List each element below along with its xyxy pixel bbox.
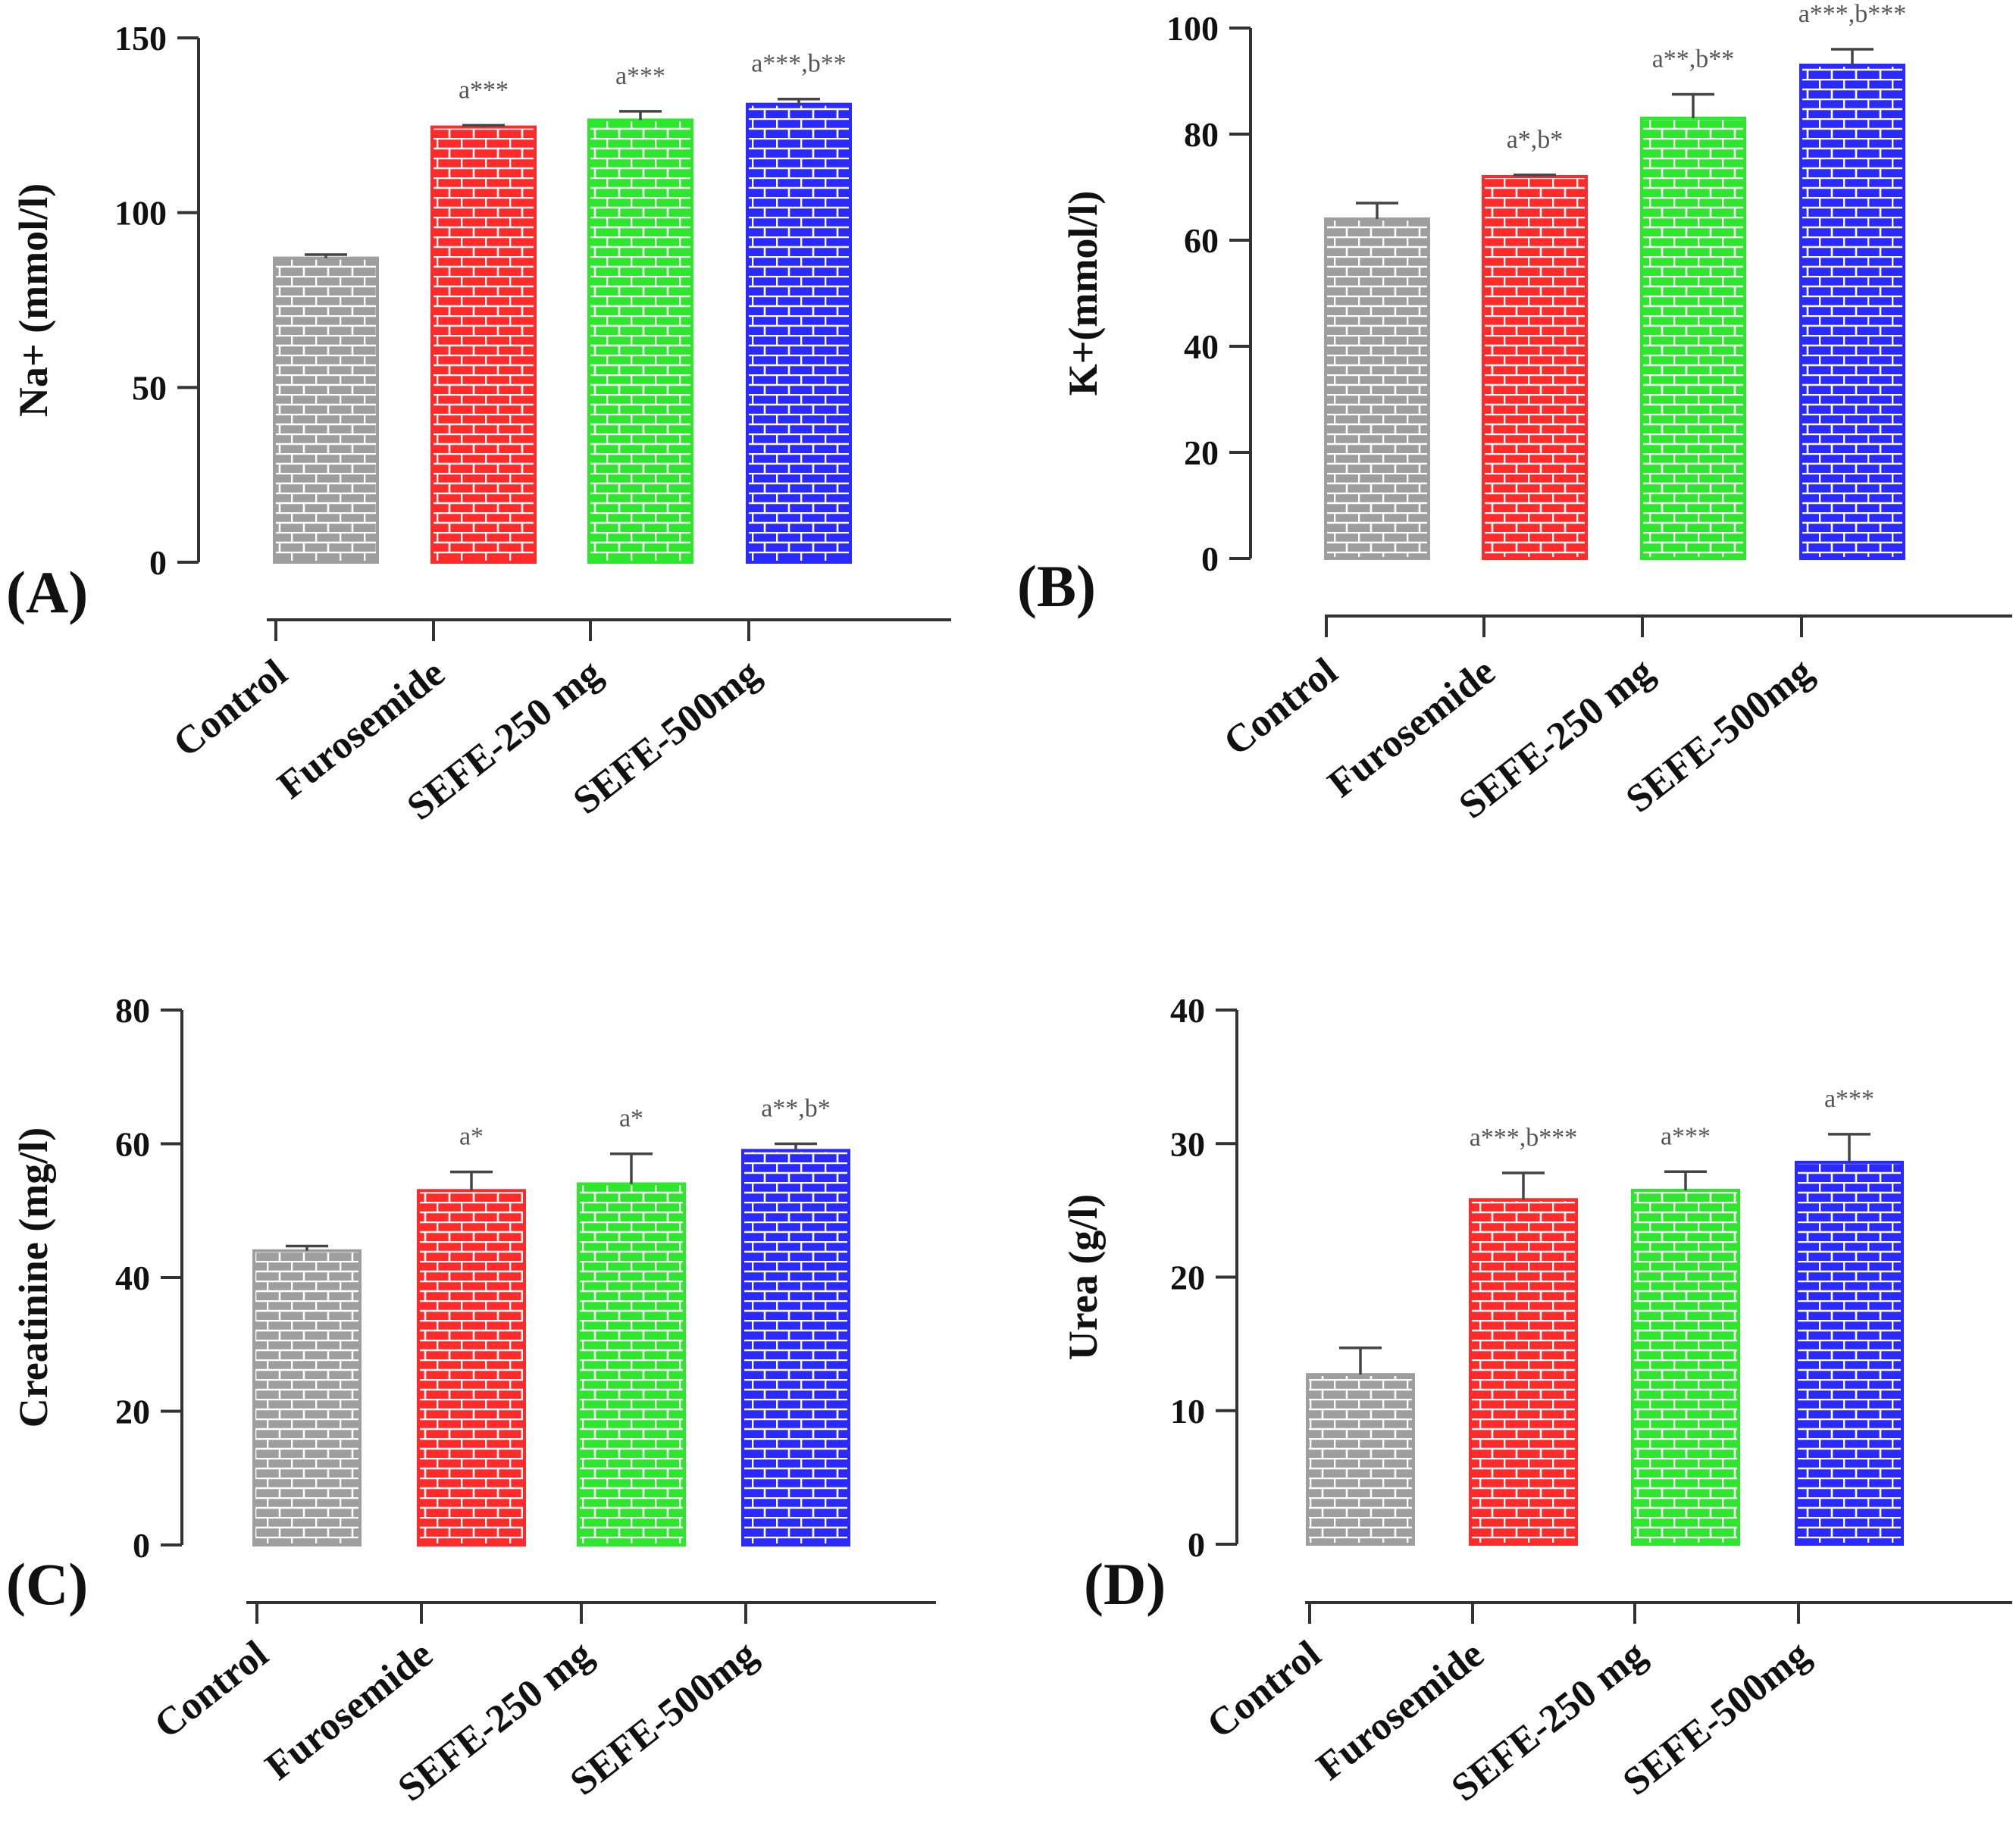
significance-label: a*** (1661, 1122, 1711, 1150)
panel-label: (B) (1017, 553, 1096, 619)
y-axis-title: Creatinine (mg/l) (11, 1127, 56, 1428)
y-tick-label: 60 (1184, 221, 1219, 260)
bar-1 (1306, 1373, 1415, 1546)
bar-3 (587, 118, 693, 564)
bar-3 (1631, 1188, 1740, 1546)
y-tick-label: 20 (1184, 433, 1219, 472)
y-tick-label: 40 (1184, 327, 1219, 366)
significance-label: a***,b*** (1798, 0, 1907, 28)
bar-1 (1324, 217, 1430, 560)
y-tick-label: 50 (132, 368, 167, 407)
bar-3 (577, 1182, 686, 1546)
bar-1 (252, 1249, 362, 1546)
panel-label: (A) (6, 559, 88, 625)
significance-label: a* (459, 1123, 484, 1151)
x-tick-label: Control (165, 652, 295, 766)
bar-4 (746, 102, 852, 564)
y-tick-label: 100 (114, 194, 167, 233)
y-tick-label: 0 (1201, 539, 1219, 578)
bar-3 (1640, 117, 1746, 560)
y-axis-title: K+(mmol/l) (1060, 191, 1106, 396)
y-tick-label: 80 (1184, 115, 1219, 154)
x-tick-label: Control (146, 1633, 276, 1747)
x-tick-label: Control (1199, 1633, 1329, 1747)
significance-label: a*** (1824, 1085, 1874, 1113)
y-tick-label: 40 (1170, 991, 1205, 1030)
significance-label: a***,b** (751, 50, 847, 78)
y-tick-label: 100 (1166, 9, 1219, 48)
panel-label: (C) (6, 1551, 88, 1617)
panel-label: (D) (1084, 1551, 1166, 1617)
chart-panel-2: 0 20 40 60 80 100 K+(mmol/l) (B) a*,b* a**,b** a**… (1017, 0, 2012, 827)
y-tick-label: 0 (1188, 1525, 1205, 1564)
y-tick-label: 20 (115, 1393, 150, 1431)
chart-panel-3: 0 20 40 60 80 Creatinine (mg/l) (C) a* a* a**,b* C… (6, 991, 936, 1810)
bar-2 (1469, 1198, 1578, 1546)
y-tick-label: 40 (115, 1259, 150, 1297)
significance-label: a* (619, 1105, 643, 1133)
y-tick-label: 60 (115, 1125, 150, 1164)
bar-1 (273, 256, 379, 564)
y-tick-label: 0 (149, 543, 167, 582)
y-axis-title: Urea (g/l) (1060, 1194, 1106, 1360)
y-tick-label: 20 (1170, 1259, 1205, 1297)
y-tick-label: 150 (114, 19, 167, 58)
bar-2 (430, 125, 537, 564)
bar-2 (417, 1189, 526, 1547)
significance-label: a*** (459, 76, 509, 104)
y-tick-label: 10 (1170, 1392, 1205, 1431)
significance-label: a**,b* (761, 1095, 831, 1123)
significance-label: a*** (615, 62, 665, 90)
significance-label: a***,b*** (1470, 1124, 1578, 1152)
y-tick-label: 30 (1170, 1124, 1205, 1163)
y-tick-label: 0 (133, 1526, 150, 1565)
bar-4 (1799, 64, 1905, 560)
bar-2 (1482, 175, 1588, 560)
y-axis-title: Na+ (mmol/l) (11, 183, 56, 417)
significance-label: a*,b* (1507, 126, 1564, 154)
bar-4 (741, 1149, 850, 1546)
significance-label: a**,b** (1652, 45, 1735, 73)
chart-panel-4: 0 10 20 30 40 Urea (g/l) (D) a***,b*** a*** a*** C… (1060, 991, 2012, 1810)
bar-4 (1795, 1160, 1904, 1546)
chart-panel-1: 0 50 100 150 Na+ (mmol/l) (A) a*** a*** a***,b**… (6, 19, 951, 829)
x-tick-label: Control (1216, 650, 1345, 765)
y-tick-label: 80 (115, 991, 150, 1030)
